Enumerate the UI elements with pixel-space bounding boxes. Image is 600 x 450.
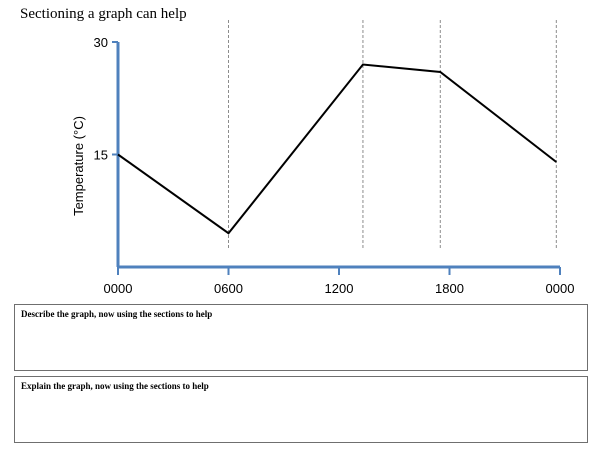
x-ticks: 0000 0600 1200 1800 0000 bbox=[104, 267, 575, 296]
explain-prompt: Explain the graph, now using the section… bbox=[21, 381, 209, 391]
page-heading: Sectioning a graph can help bbox=[20, 6, 187, 22]
x-tick-label: 0000 bbox=[104, 281, 133, 296]
describe-answer-input[interactable] bbox=[21, 323, 581, 366]
y-tick-label: 15 bbox=[94, 148, 108, 163]
x-tick-label: 1200 bbox=[325, 281, 354, 296]
temperature-line-1 bbox=[117, 63, 557, 235]
x-tick-label: 0000 bbox=[546, 281, 575, 296]
y-tick-label: 30 bbox=[94, 35, 108, 50]
explain-answer-input[interactable] bbox=[21, 395, 581, 438]
x-tick-label: 1800 bbox=[435, 281, 464, 296]
chart-axes bbox=[116, 42, 560, 269]
section-lines bbox=[228, 20, 557, 248]
explain-answer-box[interactable]: Explain the graph, now using the section… bbox=[14, 376, 588, 443]
data-series bbox=[117, 63, 557, 235]
x-tick-label: 0600 bbox=[214, 281, 243, 296]
y-axis-label: Temperature (°C) bbox=[71, 116, 86, 216]
describe-answer-box[interactable]: Describe the graph, now using the sectio… bbox=[14, 304, 588, 371]
describe-prompt: Describe the graph, now using the sectio… bbox=[21, 309, 213, 319]
